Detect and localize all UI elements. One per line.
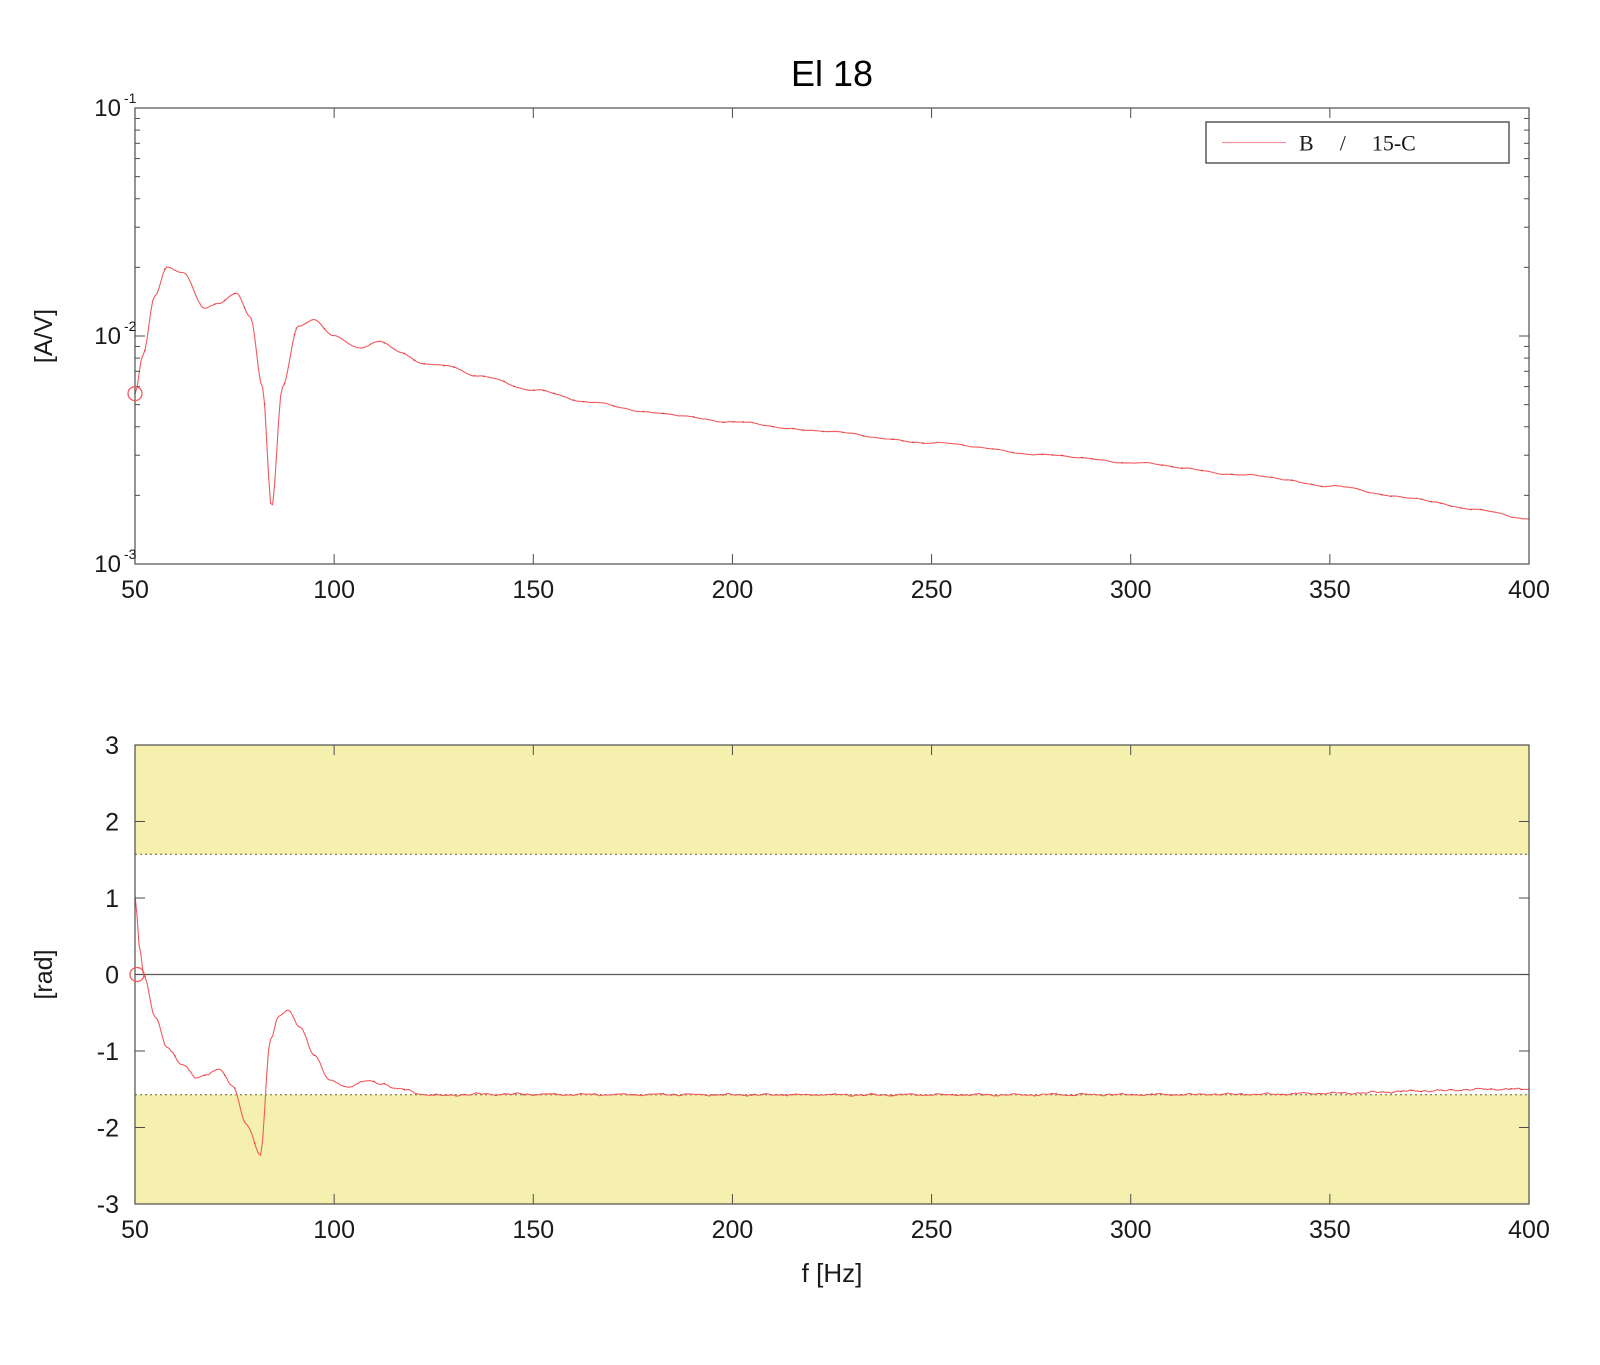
svg-text:-3: -3	[124, 546, 137, 562]
svg-text:400: 400	[1508, 576, 1550, 604]
svg-text:f [Hz]: f [Hz]	[802, 1258, 863, 1288]
svg-text:100: 100	[313, 1216, 355, 1244]
svg-text:400: 400	[1508, 1216, 1550, 1244]
svg-text:150: 150	[512, 1216, 554, 1244]
svg-text:200: 200	[712, 1216, 754, 1244]
svg-text:3: 3	[105, 732, 119, 760]
svg-text:250: 250	[911, 1216, 953, 1244]
svg-text:1: 1	[105, 885, 119, 913]
svg-text:[rad]: [rad]	[30, 949, 58, 999]
svg-text:50: 50	[121, 1216, 149, 1244]
svg-text:El 18: El 18	[791, 53, 873, 94]
svg-text:200: 200	[712, 576, 754, 604]
svg-text:-1: -1	[124, 90, 137, 106]
svg-text:300: 300	[1110, 1216, 1152, 1244]
svg-text:50: 50	[121, 576, 149, 604]
svg-text:0: 0	[105, 962, 119, 990]
svg-text:-1: -1	[97, 1038, 119, 1066]
svg-text:10: 10	[94, 95, 121, 122]
svg-text:350: 350	[1309, 576, 1351, 604]
svg-text:150: 150	[512, 576, 554, 604]
svg-text:-3: -3	[97, 1191, 119, 1219]
svg-text:300: 300	[1110, 576, 1152, 604]
svg-text:100: 100	[313, 576, 355, 604]
svg-text:250: 250	[911, 576, 953, 604]
svg-text:2: 2	[105, 809, 119, 837]
svg-text:-2: -2	[97, 1115, 119, 1143]
svg-text:10: 10	[94, 323, 121, 350]
svg-text:-2: -2	[124, 318, 137, 334]
svg-text:10: 10	[94, 551, 121, 578]
svg-text:[A/V]: [A/V]	[30, 309, 58, 363]
svg-text:350: 350	[1309, 1216, 1351, 1244]
